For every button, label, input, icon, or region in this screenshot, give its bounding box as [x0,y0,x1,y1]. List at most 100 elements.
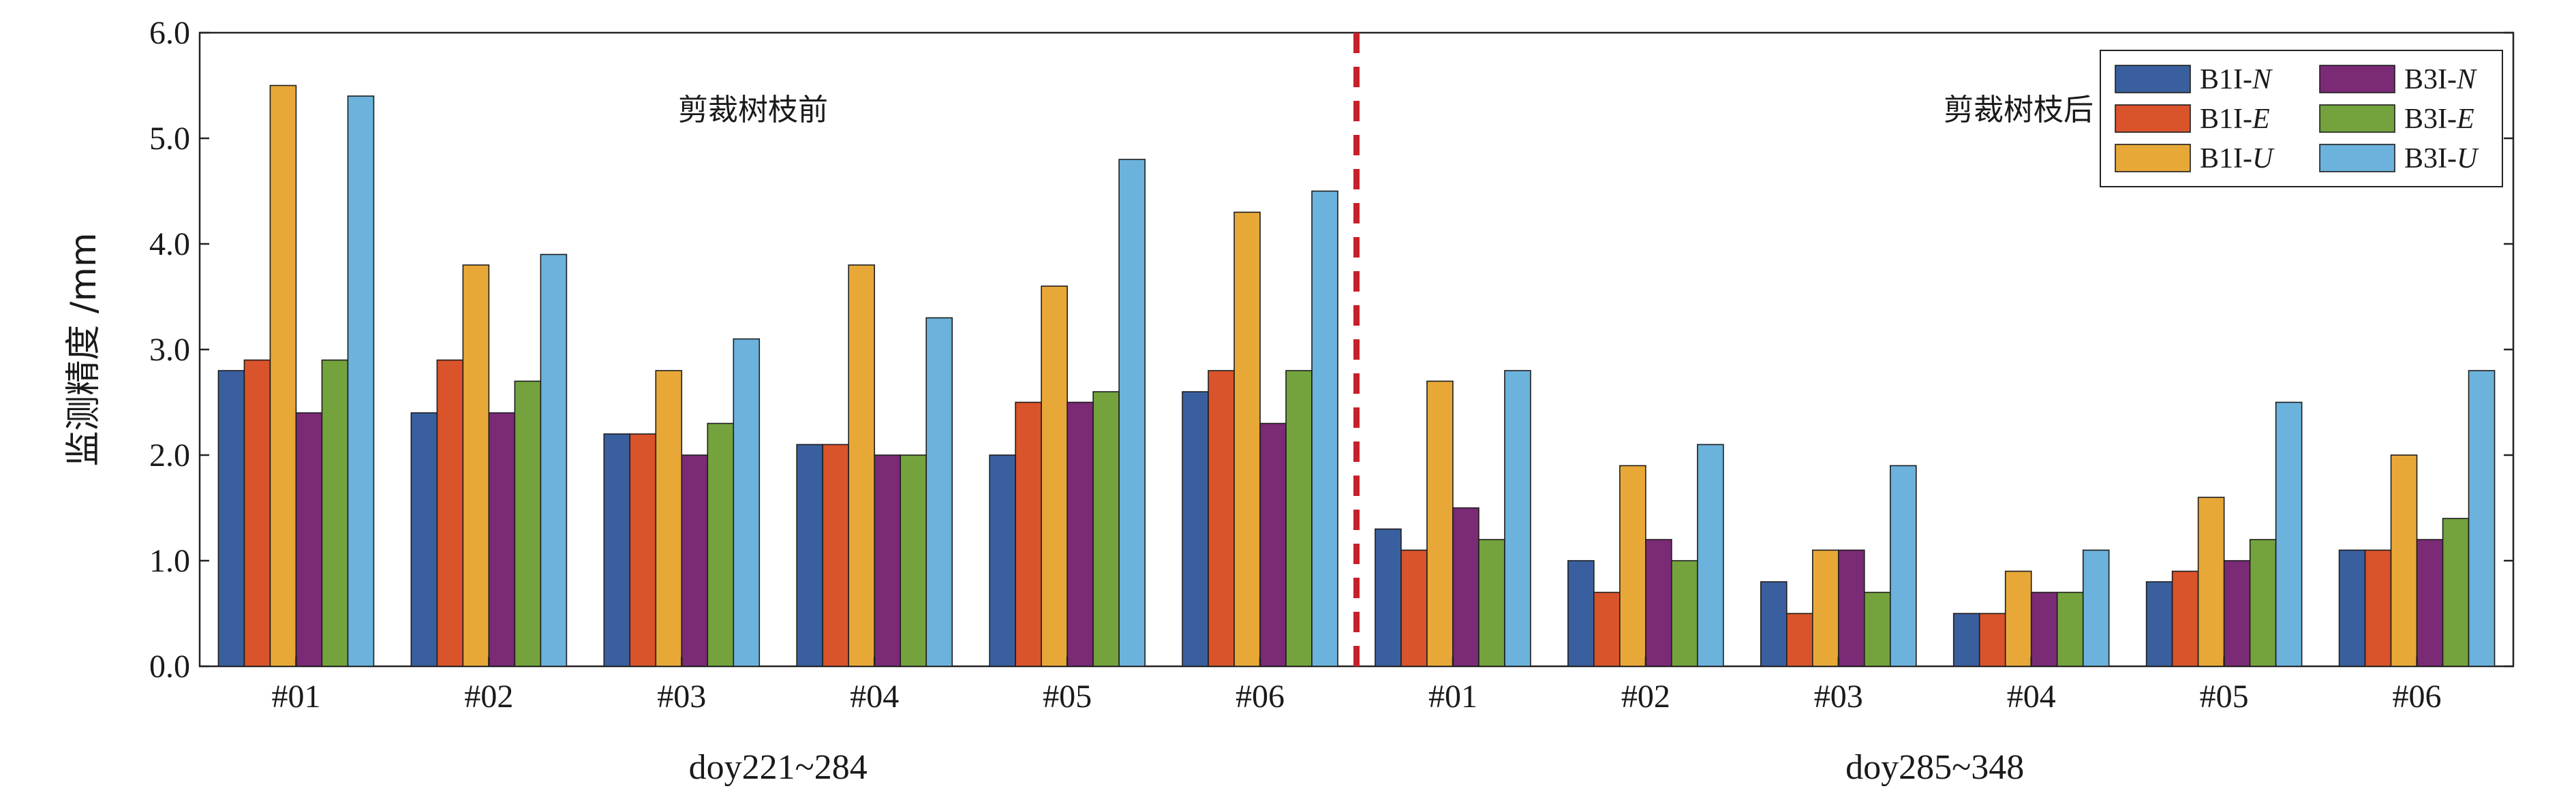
legend-label-suffix: U [2457,143,2479,174]
y-tick-label: 3.0 [149,332,190,368]
bar-b3i-n-0-1 [488,412,516,667]
bar-b3i-n-1-1 [1645,539,1672,667]
bar-b1i-n-0-0 [217,370,245,667]
x-tick-label: #01 [271,679,320,715]
bar-b1i-u-1-3 [2004,570,2032,667]
bar-b3i-e-1-5 [2442,518,2470,667]
bar-b3i-e-0-0 [321,359,349,667]
bar-b1i-e-0-2 [629,433,657,667]
bar-b1i-e-1-3 [1978,612,2006,667]
bar-b1i-n-0-1 [410,412,438,667]
bar-b1i-n-1-5 [2338,549,2366,667]
bar-b1i-n-1-4 [2145,581,2173,667]
bar-b3i-n-0-3 [874,454,902,667]
bar-b3i-u-0-1 [540,253,568,667]
bar-b1i-e-1-4 [2171,570,2199,667]
bar-b3i-e-0-2 [707,422,735,667]
bar-b3i-u-1-3 [2082,549,2110,667]
period-label: doy285~348 [1845,748,2024,787]
bar-b1i-u-0-1 [462,264,490,667]
legend-label-suffix: N [2456,64,2477,95]
legend-label-prefix: B3I- [2404,143,2457,174]
legend-swatch [2115,65,2191,93]
bar-b3i-n-0-5 [1259,422,1287,667]
y-tick-label: 2.0 [149,437,190,473]
bar-b1i-n-0-2 [603,433,631,667]
bar-b1i-e-1-5 [2364,549,2392,667]
period-label: doy221~284 [689,748,868,787]
x-tick-label: #01 [1428,679,1477,715]
bar-b1i-n-1-3 [1952,612,1980,667]
legend-label-prefix: B1I- [2200,104,2252,135]
x-tick-label: #06 [2393,679,2442,715]
bar-b1i-n-1-2 [1760,581,1788,667]
period-annotation: 剪裁树枝后 [1944,93,2094,127]
bar-b1i-n-0-5 [1182,391,1209,667]
legend-label-suffix: E [2456,104,2474,135]
bar-b3i-n-0-0 [295,412,323,667]
bar-b3i-n-0-4 [1067,401,1094,667]
legend-label-prefix: B3I- [2404,64,2457,95]
bar-b3i-u-0-5 [1311,190,1338,667]
bar-b1i-u-1-4 [2197,497,2225,667]
bar-b3i-u-1-5 [2468,370,2496,667]
legend-label: B1I-N [2200,64,2273,95]
x-tick-label: #02 [1621,679,1670,715]
bar-b1i-e-1-0 [1400,549,1428,667]
bar-b3i-n-1-2 [1837,549,1865,667]
y-tick-label: 0.0 [149,649,190,685]
y-tick-label: 1.0 [149,543,190,579]
bar-b3i-e-1-1 [1671,560,1698,667]
legend-label: B3I-U [2404,143,2479,174]
bar-b3i-e-0-4 [1092,391,1120,667]
bar-b1i-u-1-1 [1619,465,1646,667]
x-tick-label: #05 [2200,679,2249,715]
legend-label: B3I-N [2404,64,2477,95]
bar-b3i-u-1-2 [1889,465,1917,667]
bar-b3i-n-1-3 [2030,591,2058,667]
legend-label-suffix: E [2252,104,2270,135]
bar-b1i-n-1-0 [1375,528,1402,667]
x-tick-label: #04 [850,679,899,715]
x-tick-label: #03 [1814,679,1863,715]
legend-swatch [2319,65,2395,93]
bar-b1i-u-1-0 [1426,380,1454,667]
bar-b3i-u-0-0 [347,95,375,667]
legend-label-prefix: B1I- [2200,64,2252,95]
legend-label: B1I-U [2200,143,2275,174]
bar-b1i-e-1-1 [1593,591,1621,667]
bar-b3i-n-0-2 [681,454,709,667]
bar-b1i-u-1-2 [1811,549,1839,667]
bar-b3i-e-0-5 [1285,370,1313,667]
period-annotation: 剪裁树枝前 [678,93,828,127]
bar-b3i-e-0-3 [900,454,927,667]
bar-b3i-n-1-0 [1452,507,1479,667]
bar-b1i-e-0-4 [1015,401,1042,667]
bar-b3i-e-1-2 [1863,591,1891,667]
legend-label-suffix: N [2252,64,2273,95]
bar-b1i-u-0-3 [848,264,876,667]
x-tick-label: #05 [1043,679,1092,715]
legend-label-suffix: U [2252,143,2275,174]
legend-swatch [2115,104,2191,133]
y-tick-label: 6.0 [149,15,190,51]
bar-b1i-e-0-5 [1208,370,1235,667]
bar-b3i-n-1-5 [2416,539,2444,667]
bar-b3i-e-1-3 [2056,591,2084,667]
legend-label-prefix: B1I- [2200,143,2252,174]
bar-b1i-n-1-1 [1567,560,1595,667]
legend-swatch [2319,144,2395,172]
bar-b1i-u-0-2 [655,370,683,667]
bar-b1i-n-0-3 [796,444,824,667]
legend-swatch [2319,104,2395,133]
legend-swatch [2115,144,2191,172]
bar-b3i-e-0-1 [514,380,542,667]
legend-label: B3I-E [2404,104,2474,135]
legend-label: B1I-E [2200,104,2270,135]
bar-b3i-n-1-4 [2223,560,2251,667]
bar-b1i-e-1-2 [1785,612,1813,667]
bar-b3i-u-0-2 [733,338,761,667]
y-tick-label: 5.0 [149,121,190,157]
